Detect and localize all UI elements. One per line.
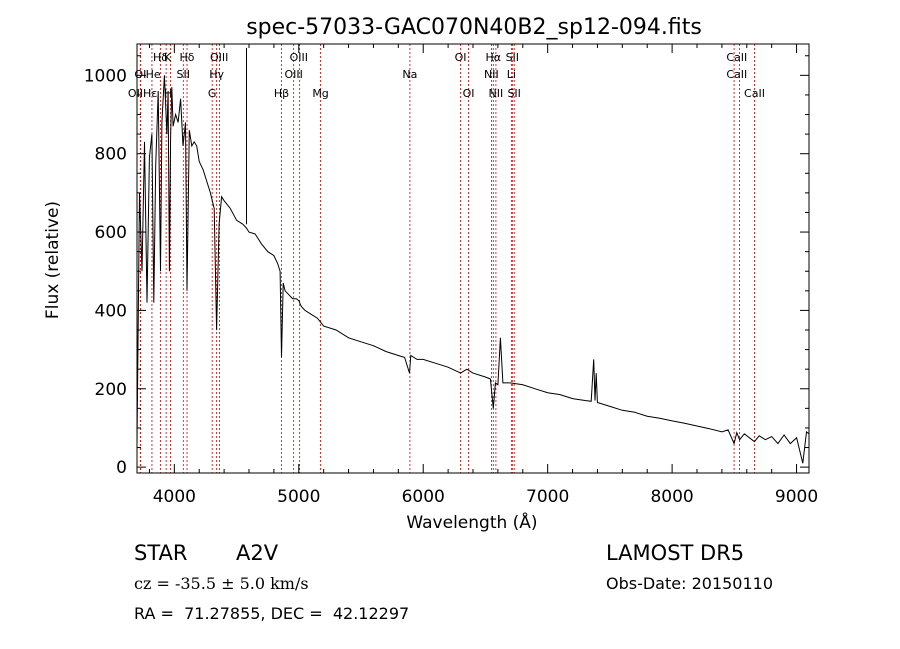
y-tick-label-5: 1000 [84,66,127,86]
y-tick-label-3: 600 [95,223,127,243]
marker-label-1-3: Hγ [209,68,224,81]
object-subclass: A2V [236,541,279,565]
y-tick-label-2: 400 [95,301,127,321]
marker-label-1-6: NII [484,68,499,81]
x-tick-label-3: 7000 [526,487,569,507]
marker-label-0-8: CaII [726,51,747,64]
marker-label-0-5: OI [455,51,467,64]
x-tick-label-0: 4000 [153,487,196,507]
marker-label-1-0: OI [134,68,146,81]
marker-label-2-2: G [208,87,217,100]
x-tick-label-1: 5000 [277,487,320,507]
coordinates: RA = 71.27855, DEC = 42.12297 [134,604,410,623]
marker-label-2-6: NII [489,87,504,100]
x-tick-label-4: 8000 [650,487,693,507]
marker-label-0-2: Hδ [180,51,195,64]
marker-label-1-5: Na [402,68,417,81]
spectrum-line [136,47,810,464]
marker-label-1-1: He [146,68,161,81]
marker-label-2-5: OI [463,87,475,100]
y-axis-label: Flux (relative) [43,201,63,319]
object-class: STAR [134,541,188,565]
y-axis-ticks: 0 200 400 600 800 1000 [84,55,809,478]
emission-line-markers [139,44,755,473]
y-tick-label-0: 0 [116,458,127,478]
marker-label-2-3: Hβ [274,87,289,100]
x-tick-label-5: 9000 [775,487,818,507]
marker-label-1-8: CaII [726,68,747,81]
marker-label-0-0: Hδ [153,51,168,64]
marker-label-0-4: OIII [290,51,308,64]
marker-label-0-1: K [164,51,172,64]
survey-name: LAMOST DR5 [606,541,745,565]
marker-label-0-3: OIII [210,51,228,64]
chart-title: spec-57033-GAC070N40B2_sp12-094.fits [246,15,702,40]
marker-label-2-7: SII [507,87,520,100]
marker-label-2-0: OIIHε [128,87,157,100]
y-tick-label-4: 800 [95,145,127,165]
x-axis-ticks: 4000 5000 6000 7000 8000 9000 [148,44,818,507]
marker-label-2-8: CaII [744,87,765,100]
obs-date: Obs-Date: 20150110 [606,574,774,593]
plot-frame [136,43,810,474]
redshift-value: cz = -35.5 ± 5.0 km/s [134,574,309,593]
marker-label-2-4: Mg [312,87,328,100]
marker-label-1-7: Li [507,68,516,81]
x-tick-label-2: 6000 [402,487,445,507]
marker-label-0-7: SII [506,51,519,64]
marker-label-0-6: Hα [486,51,502,64]
y-tick-label-1: 200 [95,380,127,400]
marker-label-1-2: SII [177,68,190,81]
marker-label-1-4: OIII [284,68,302,81]
x-axis-label: Wavelength (Å) [406,511,537,533]
